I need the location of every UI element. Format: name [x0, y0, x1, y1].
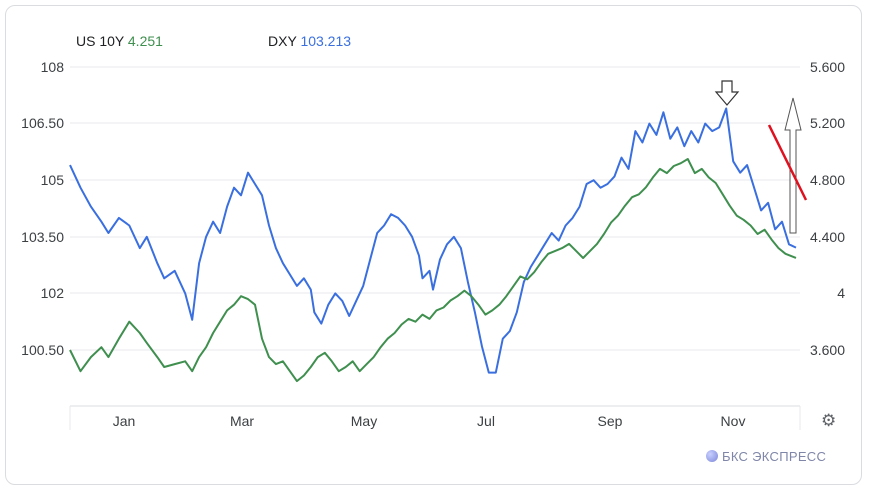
x-axis-tick-label: Jan — [113, 413, 136, 429]
legend-dxy[interactable]: DXY 103.213 — [268, 33, 351, 49]
right-axis-tick-label: 5.200 — [810, 115, 845, 131]
x-axis-tick-label: Nov — [721, 413, 746, 429]
right-axis-tick-label: 3.600 — [810, 342, 845, 358]
legend-us10y-value: 4.251 — [127, 33, 163, 49]
us10y-series-line — [69, 158, 797, 383]
down-arrow-annotation — [714, 80, 740, 106]
left-axis-tick-label: 102 — [41, 285, 65, 301]
left-axis-tick-label: 106.50 — [21, 115, 64, 131]
x-axis-tick-label: Mar — [230, 413, 254, 429]
left-axis-tick-label: 103.50 — [21, 229, 64, 245]
legend-dxy-value: 103.213 — [300, 33, 352, 49]
right-axis-tick-label: 4 — [837, 285, 845, 301]
brand-logo: БКС ЭКСПРЕСС — [706, 449, 826, 464]
legend-dxy-label: DXY — [268, 33, 297, 49]
up-arrow-annotation — [784, 97, 802, 234]
red-slash-annotation — [767, 124, 808, 201]
left-axis-tick-label: 100.50 — [21, 342, 64, 358]
chart-card — [5, 5, 862, 485]
brand-text: БКС ЭКСПРЕСС — [722, 449, 827, 464]
left-axis-tick-label: 108 — [41, 59, 65, 75]
x-axis-tick-label: Sep — [598, 413, 623, 429]
x-axis-tick-label: Jul — [477, 413, 495, 429]
x-axis-tick-label: May — [351, 413, 377, 429]
brand-logo-mark — [706, 450, 718, 462]
gear-icon[interactable]: ⚙ — [821, 411, 837, 430]
legend-us10y-label: US 10Y — [76, 33, 124, 49]
dxy-series-line — [69, 107, 797, 374]
legend-us10y[interactable]: US 10Y 4.251 — [76, 33, 163, 49]
right-axis-tick-label: 4.800 — [810, 172, 845, 188]
right-axis-tick-label: 5.600 — [810, 59, 845, 75]
left-axis-tick-label: 105 — [41, 172, 65, 188]
right-axis-tick-label: 4.400 — [810, 229, 845, 245]
